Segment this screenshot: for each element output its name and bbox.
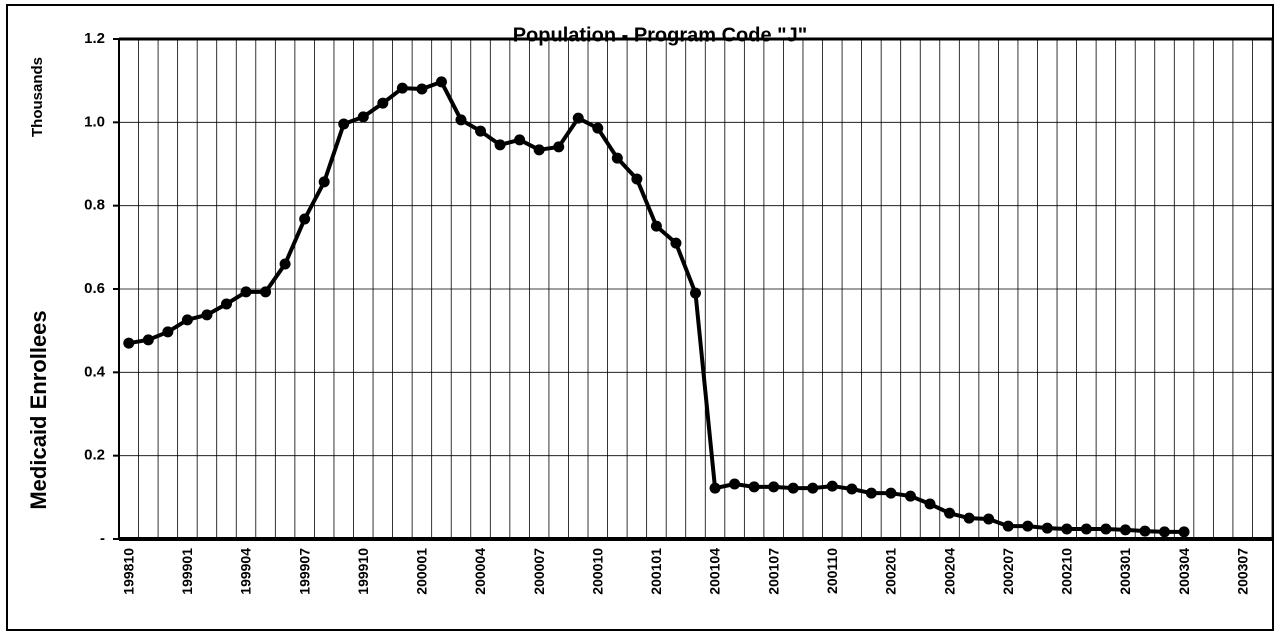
point (826, 480, 838, 492)
point (963, 512, 975, 524)
point (1061, 523, 1073, 535)
point (260, 286, 272, 298)
point (631, 173, 643, 185)
chart-border (6, 4, 1274, 631)
point (533, 144, 545, 156)
point (611, 152, 623, 164)
x-tick-label: 200201 (883, 548, 899, 595)
point (846, 483, 858, 495)
point (279, 258, 291, 270)
point (240, 286, 252, 298)
point (357, 111, 369, 123)
point (455, 114, 467, 126)
point (650, 220, 662, 232)
point (572, 112, 584, 124)
point (1080, 523, 1092, 535)
point (904, 490, 916, 502)
point (1041, 522, 1053, 534)
point (885, 487, 897, 499)
y-axis-label: Medicaid Enrollees (26, 310, 51, 509)
x-tick-label: 200207 (1000, 548, 1016, 595)
x-tick-label: 200010 (589, 548, 605, 595)
point (729, 478, 741, 490)
y-tick-label: 0.6 (84, 280, 105, 297)
point (123, 337, 135, 349)
point (1022, 520, 1034, 532)
point (807, 482, 819, 494)
point (1119, 524, 1131, 536)
point (377, 97, 389, 109)
point (416, 83, 428, 95)
y-tick-label: 0.8 (84, 197, 105, 214)
point (201, 309, 213, 321)
point (670, 237, 682, 249)
point (475, 125, 487, 137)
point (592, 122, 604, 134)
x-tick-label: 200007 (531, 548, 547, 595)
point (494, 139, 506, 151)
point (396, 82, 408, 94)
point (709, 482, 721, 494)
point (553, 141, 565, 153)
point (435, 76, 447, 88)
point (338, 118, 350, 130)
x-tick-label: 200001 (414, 548, 430, 595)
point (983, 513, 995, 525)
point (1100, 523, 1112, 535)
point (220, 298, 232, 310)
y-tick-label: - (100, 530, 105, 547)
x-tick-label: 200210 (1059, 548, 1075, 595)
x-tick-label: 200307 (1234, 548, 1250, 595)
x-tick-label: 200004 (472, 548, 488, 595)
y-unit-label: Thousands (29, 57, 46, 137)
point (748, 481, 760, 493)
point (924, 498, 936, 510)
point (787, 482, 799, 494)
x-tick-label: 200107 (765, 548, 781, 595)
point (944, 507, 956, 519)
x-tick-label: 200204 (941, 548, 957, 595)
x-tick-label: 200110 (824, 548, 840, 594)
x-tick-label: 200104 (707, 548, 723, 595)
x-tick-label: 200101 (648, 548, 664, 595)
x-tick-label: 199904 (238, 548, 254, 595)
point (1159, 526, 1171, 538)
y-tick-label: 0.2 (84, 447, 105, 464)
x-tick-label: 199907 (296, 548, 312, 595)
point (318, 176, 330, 188)
y-tick-label: 1.2 (84, 30, 105, 47)
x-tick-label: 200301 (1117, 548, 1133, 595)
point (690, 287, 701, 299)
point (162, 326, 174, 338)
y-tick-label: 1.0 (84, 113, 105, 130)
point (514, 134, 526, 146)
y-tick-label: 0.4 (84, 363, 106, 380)
point (142, 334, 154, 346)
point (1002, 520, 1014, 532)
x-tick-label: 199910 (355, 548, 371, 595)
x-tick-label: 200304 (1176, 548, 1192, 595)
point (1139, 525, 1151, 537)
x-tick-label: 199810 (120, 548, 136, 595)
point (1178, 526, 1190, 538)
point (768, 481, 780, 493)
chart-title: Population - Program Code "J" (513, 24, 808, 46)
point (181, 314, 193, 326)
point (299, 213, 311, 225)
x-tick-label: 199901 (179, 548, 195, 595)
point (865, 487, 877, 499)
